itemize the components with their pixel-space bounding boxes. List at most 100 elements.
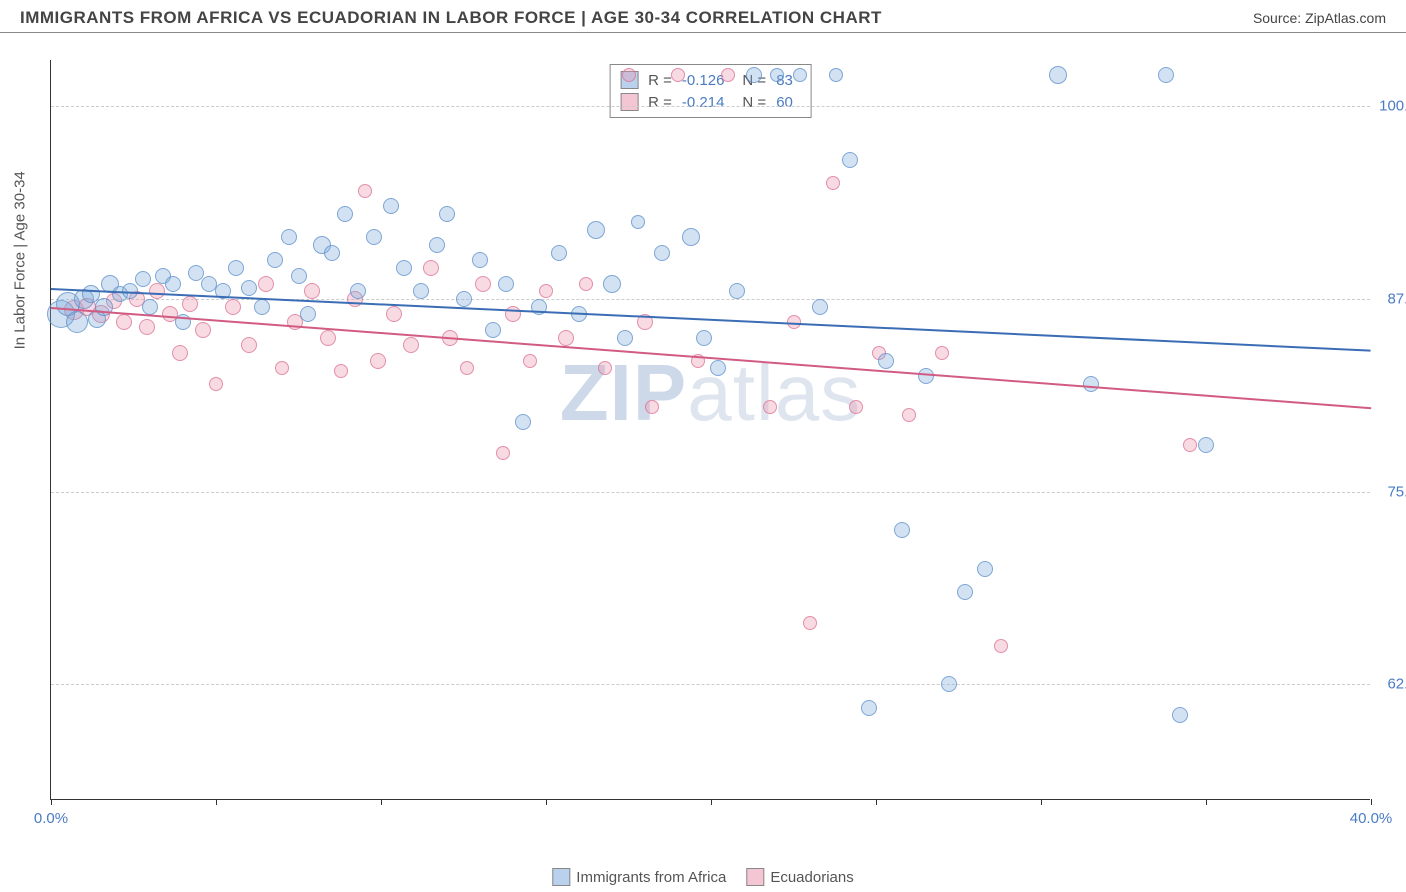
scatter-point bbox=[275, 361, 289, 375]
scatter-point bbox=[370, 353, 386, 369]
scatter-point bbox=[829, 68, 843, 82]
xtick bbox=[1206, 799, 1207, 805]
scatter-point bbox=[135, 271, 151, 287]
scatter-point bbox=[935, 346, 949, 360]
scatter-point bbox=[472, 252, 488, 268]
xtick bbox=[51, 799, 52, 805]
scatter-point bbox=[1158, 67, 1174, 83]
scatter-point bbox=[324, 245, 340, 261]
scatter-point bbox=[460, 361, 474, 375]
scatter-point bbox=[617, 330, 633, 346]
gridline bbox=[51, 684, 1370, 685]
scatter-point bbox=[721, 68, 735, 82]
scatter-point bbox=[291, 268, 307, 284]
scatter-point bbox=[622, 68, 636, 82]
scatter-point bbox=[671, 68, 685, 82]
scatter-point bbox=[383, 198, 399, 214]
xtick-label: 0.0% bbox=[34, 810, 68, 827]
scatter-point bbox=[498, 276, 514, 292]
plot-region: ZIPatlas R = -0.126 N = 83 R = -0.214 N … bbox=[50, 60, 1370, 800]
scatter-point bbox=[682, 228, 700, 246]
chart-area: In Labor Force | Age 30-34 ZIPatlas R = … bbox=[50, 60, 1370, 800]
scatter-point bbox=[746, 67, 762, 83]
scatter-point bbox=[228, 260, 244, 276]
chart-source: Source: ZipAtlas.com bbox=[1253, 10, 1386, 26]
scatter-point bbox=[763, 400, 777, 414]
scatter-point bbox=[386, 306, 402, 322]
scatter-point bbox=[842, 152, 858, 168]
xtick bbox=[1041, 799, 1042, 805]
scatter-point bbox=[496, 446, 510, 460]
scatter-point bbox=[539, 284, 553, 298]
scatter-point bbox=[182, 296, 198, 312]
scatter-point bbox=[994, 639, 1008, 653]
ytick-label: 100.0% bbox=[1379, 98, 1406, 115]
scatter-point bbox=[475, 276, 491, 292]
scatter-point bbox=[165, 276, 181, 292]
scatter-point bbox=[439, 206, 455, 222]
scatter-point bbox=[116, 314, 132, 330]
xtick bbox=[381, 799, 382, 805]
scatter-point bbox=[358, 184, 372, 198]
scatter-point bbox=[957, 584, 973, 600]
scatter-point bbox=[1183, 438, 1197, 452]
scatter-point bbox=[403, 337, 419, 353]
xtick bbox=[711, 799, 712, 805]
ytick-label: 75.0% bbox=[1387, 483, 1406, 500]
legend-item-2: Ecuadorians bbox=[746, 868, 853, 886]
scatter-point bbox=[812, 299, 828, 315]
scatter-point bbox=[587, 221, 605, 239]
trend-line bbox=[51, 307, 1371, 409]
scatter-point bbox=[894, 522, 910, 538]
scatter-point bbox=[423, 260, 439, 276]
scatter-point bbox=[515, 414, 531, 430]
xtick bbox=[546, 799, 547, 805]
legend-row-2: R = -0.214 N = 60 bbox=[620, 91, 801, 113]
xtick bbox=[876, 799, 877, 805]
scatter-point bbox=[350, 283, 366, 299]
scatter-point bbox=[304, 283, 320, 299]
scatter-point bbox=[977, 561, 993, 577]
scatter-point bbox=[334, 364, 348, 378]
scatter-point bbox=[209, 377, 223, 391]
gridline bbox=[51, 492, 1370, 493]
scatter-point bbox=[558, 330, 574, 346]
scatter-point bbox=[413, 283, 429, 299]
scatter-point bbox=[254, 299, 270, 315]
scatter-point bbox=[710, 360, 726, 376]
scatter-point bbox=[918, 368, 934, 384]
scatter-point bbox=[645, 400, 659, 414]
series-legend: Immigrants from Africa Ecuadorians bbox=[552, 868, 853, 886]
scatter-point bbox=[598, 361, 612, 375]
scatter-point bbox=[523, 354, 537, 368]
scatter-point bbox=[66, 311, 88, 333]
scatter-point bbox=[149, 283, 165, 299]
scatter-point bbox=[826, 176, 840, 190]
gridline bbox=[51, 106, 1370, 107]
ytick-label: 62.5% bbox=[1387, 676, 1406, 693]
chart-header: IMMIGRANTS FROM AFRICA VS ECUADORIAN IN … bbox=[0, 0, 1406, 33]
ytick-label: 87.5% bbox=[1387, 290, 1406, 307]
scatter-point bbox=[142, 299, 158, 315]
scatter-point bbox=[878, 353, 894, 369]
scatter-point bbox=[793, 68, 807, 82]
scatter-point bbox=[241, 280, 257, 296]
scatter-point bbox=[241, 337, 257, 353]
scatter-point bbox=[603, 275, 621, 293]
scatter-point bbox=[281, 229, 297, 245]
swatch-series2-icon bbox=[746, 868, 764, 886]
scatter-point bbox=[429, 237, 445, 253]
scatter-point bbox=[320, 330, 336, 346]
swatch-series2 bbox=[620, 93, 638, 111]
scatter-point bbox=[456, 291, 472, 307]
scatter-point bbox=[485, 322, 501, 338]
scatter-point bbox=[1172, 707, 1188, 723]
chart-title: IMMIGRANTS FROM AFRICA VS ECUADORIAN IN … bbox=[20, 8, 882, 28]
scatter-point bbox=[172, 345, 188, 361]
scatter-point bbox=[849, 400, 863, 414]
scatter-point bbox=[654, 245, 670, 261]
xtick-label: 40.0% bbox=[1350, 810, 1393, 827]
scatter-point bbox=[696, 330, 712, 346]
scatter-point bbox=[225, 299, 241, 315]
scatter-point bbox=[1083, 376, 1099, 392]
